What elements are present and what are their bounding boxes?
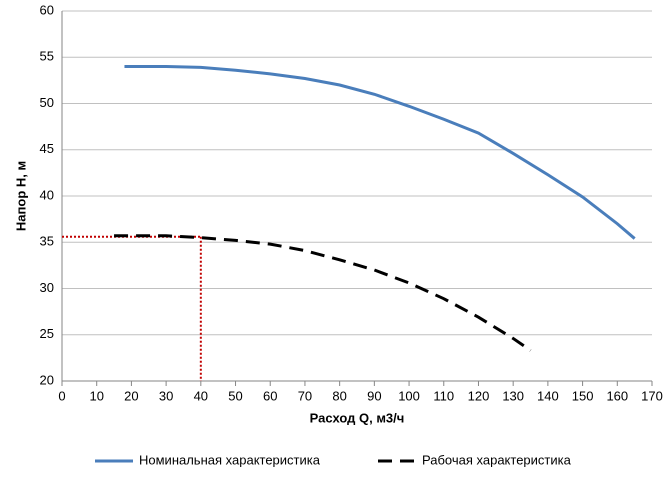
y-axis-label: Напор Н, м bbox=[13, 161, 28, 231]
x-tick-label: 150 bbox=[572, 388, 594, 403]
x-tick-label: 140 bbox=[537, 388, 559, 403]
y-tick-label: 30 bbox=[40, 280, 54, 295]
y-tick-label: 25 bbox=[40, 326, 54, 341]
x-tick-label: 130 bbox=[502, 388, 524, 403]
y-tick-label: 50 bbox=[40, 95, 54, 110]
x-tick-label: 110 bbox=[433, 388, 454, 403]
x-tick-label: 160 bbox=[606, 388, 628, 403]
y-tick-label: 35 bbox=[40, 234, 54, 249]
y-tick-label: 45 bbox=[40, 141, 54, 156]
x-tick-label: 120 bbox=[468, 388, 490, 403]
x-tick-label: 10 bbox=[89, 388, 103, 403]
line-series bbox=[114, 234, 532, 352]
x-tick-label: 30 bbox=[159, 388, 173, 403]
line-series bbox=[124, 65, 636, 240]
x-tick-label: 20 bbox=[124, 388, 138, 403]
legend-label: Номинальная характеристика bbox=[139, 452, 321, 467]
x-tick-label: 100 bbox=[398, 388, 420, 403]
x-tick-label: 60 bbox=[263, 388, 277, 403]
x-axis-label: Расход Q, м3/ч bbox=[310, 410, 405, 425]
y-tick-label: 55 bbox=[40, 49, 54, 64]
y-tick-label: 20 bbox=[40, 372, 54, 387]
x-tick-label: 170 bbox=[641, 388, 663, 403]
x-tick-label: 40 bbox=[194, 388, 208, 403]
x-tick-label: 0 bbox=[58, 388, 65, 403]
x-tick-label: 70 bbox=[298, 388, 312, 403]
y-tick-label: 40 bbox=[40, 187, 54, 202]
x-tick-label: 50 bbox=[228, 388, 242, 403]
x-tick-label: 80 bbox=[332, 388, 346, 403]
y-tick-label: 60 bbox=[40, 2, 54, 17]
x-tick-label: 90 bbox=[367, 388, 381, 403]
legend-label: Рабочая характеристика bbox=[422, 452, 572, 467]
